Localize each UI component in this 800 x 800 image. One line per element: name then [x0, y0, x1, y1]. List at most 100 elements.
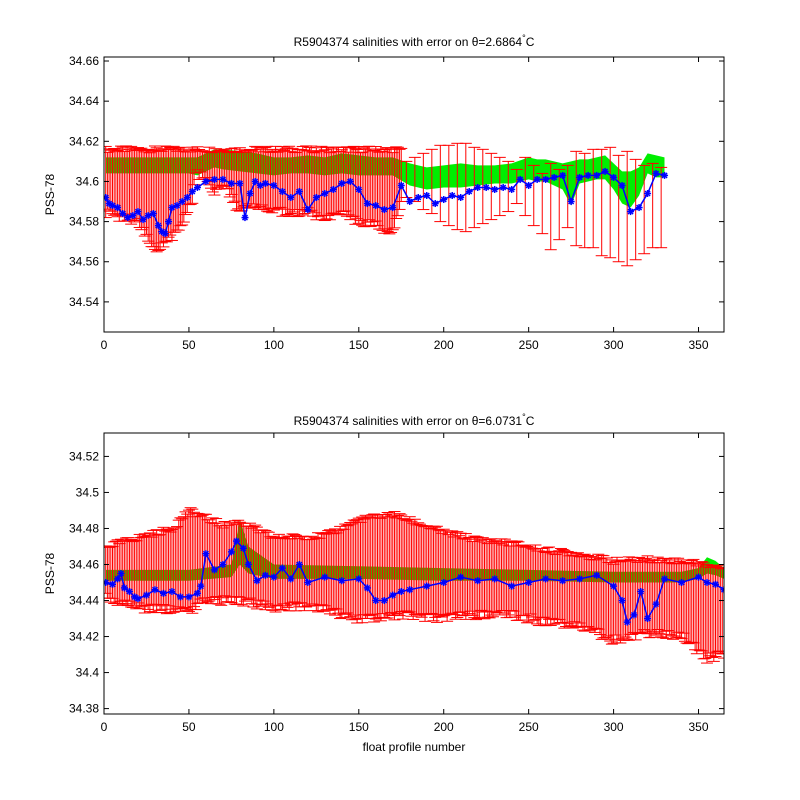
bottom-y-tick-label: 34.48	[69, 521, 99, 535]
top-error-bar	[208, 151, 221, 196]
bottom-error-bar	[425, 528, 438, 614]
top-data-point	[363, 200, 371, 208]
bottom-error-bar	[476, 537, 489, 613]
bottom-data-point	[630, 611, 638, 619]
bottom-error-bar	[714, 567, 724, 654]
bottom-error-bar	[600, 557, 613, 637]
bottom-x-tick-label: 350	[689, 720, 709, 734]
top-error-bar	[519, 156, 532, 217]
top-error-bar	[459, 142, 472, 233]
top-data-point	[236, 179, 244, 187]
bottom-data-point	[542, 575, 550, 583]
top-y-axis-label: PSS-78	[43, 173, 57, 215]
top-error-bar	[142, 148, 155, 242]
top-error-bar	[152, 150, 165, 251]
top-data-point	[193, 183, 201, 191]
bottom-error-bar	[582, 554, 595, 628]
bottom-data-point	[372, 597, 380, 605]
top-error-bar	[604, 146, 617, 259]
top-error-bar	[177, 148, 190, 223]
bottom-error-bar	[446, 530, 459, 614]
bottom-error-bar	[466, 541, 479, 616]
bottom-data-point	[457, 573, 465, 581]
bottom-error-bar	[527, 548, 540, 621]
bottom-error-bar	[111, 539, 124, 606]
top-error-bar	[417, 152, 430, 211]
bottom-data-point	[637, 588, 645, 596]
bottom-y-tick-label: 34.5	[76, 485, 100, 499]
bottom-chart-title: R5904374 salinities with error on θ=6.07…	[294, 412, 535, 428]
top-error-bar	[278, 149, 291, 210]
bottom-data-point	[270, 573, 278, 581]
top-title-unit: C	[526, 35, 535, 49]
bottom-error-bar	[349, 520, 362, 620]
top-x-tick-label: 0	[101, 338, 108, 352]
bottom-error-bar	[222, 524, 234, 603]
bottom-data-point	[525, 579, 533, 587]
bottom-error-bar	[583, 558, 596, 632]
bottom-error-bar	[288, 533, 301, 603]
top-error-bar	[400, 160, 413, 199]
top-data-point	[114, 204, 122, 212]
top-data-point	[593, 171, 601, 179]
bottom-error-bar	[133, 533, 146, 609]
bottom-x-tick-label: 100	[264, 720, 284, 734]
bottom-data-point	[389, 591, 397, 599]
bottom-series-layer	[104, 537, 724, 626]
top-y-tick-label: 34.6	[76, 174, 100, 188]
bottom-data-point	[363, 584, 371, 592]
top-error-bar	[306, 151, 319, 217]
top-error-bar	[493, 156, 506, 217]
top-data-point	[139, 216, 147, 224]
top-data-point	[104, 194, 110, 202]
bottom-data-point	[338, 577, 346, 585]
bottom-error-bar	[286, 533, 299, 606]
bottom-error-bar	[459, 533, 472, 620]
top-data-point	[278, 187, 286, 195]
bottom-data-point	[397, 588, 405, 596]
bottom-error-bar	[247, 525, 260, 608]
top-y-tick-label: 34.54	[69, 295, 99, 309]
top-data-point	[542, 175, 550, 183]
bottom-data-point	[423, 582, 431, 590]
bottom-error-bar	[188, 511, 201, 608]
top-data-point	[183, 194, 191, 202]
bottom-data-point	[559, 577, 567, 585]
top-error-bar	[442, 144, 455, 227]
bottom-data-point	[474, 577, 482, 585]
top-data-point	[134, 208, 142, 216]
bottom-error-bar	[340, 525, 353, 614]
top-error-bar	[502, 160, 515, 213]
bottom-error-bar	[218, 521, 231, 597]
top-data-point	[188, 187, 196, 195]
bottom-data-point	[142, 591, 150, 599]
top-error-bar	[621, 150, 634, 267]
top-data-point	[154, 222, 162, 230]
top-error-bar	[376, 151, 389, 231]
top-data-point	[635, 204, 643, 212]
bottom-data-point	[120, 584, 128, 592]
top-data-point	[406, 198, 414, 206]
top-error-bar	[172, 147, 185, 231]
top-data-point	[202, 177, 210, 185]
bottom-data-point	[355, 575, 363, 583]
bottom-y-axis-label: PSS-78	[43, 552, 57, 594]
top-error-bar	[267, 150, 280, 211]
top-series-layer	[104, 167, 669, 238]
bottom-data-point	[239, 544, 247, 552]
top-data-point	[173, 202, 181, 210]
top-error-bar	[527, 164, 540, 227]
bottom-error-bar	[592, 553, 605, 630]
top-data-point	[516, 175, 524, 183]
bottom-error-bar	[690, 565, 703, 655]
bottom-data-point	[678, 579, 686, 587]
bottom-data-point	[652, 600, 660, 608]
top-error-bar	[254, 148, 267, 207]
top-error-bar	[318, 149, 331, 222]
bottom-error-bar	[712, 567, 724, 652]
top-data-point	[287, 194, 295, 202]
bottom-error-bar	[368, 513, 381, 623]
top-chart-title: R5904374 salinities with error on θ=2.68…	[294, 33, 535, 49]
bottom-error-bar	[325, 531, 338, 611]
top-data-point	[210, 175, 218, 183]
